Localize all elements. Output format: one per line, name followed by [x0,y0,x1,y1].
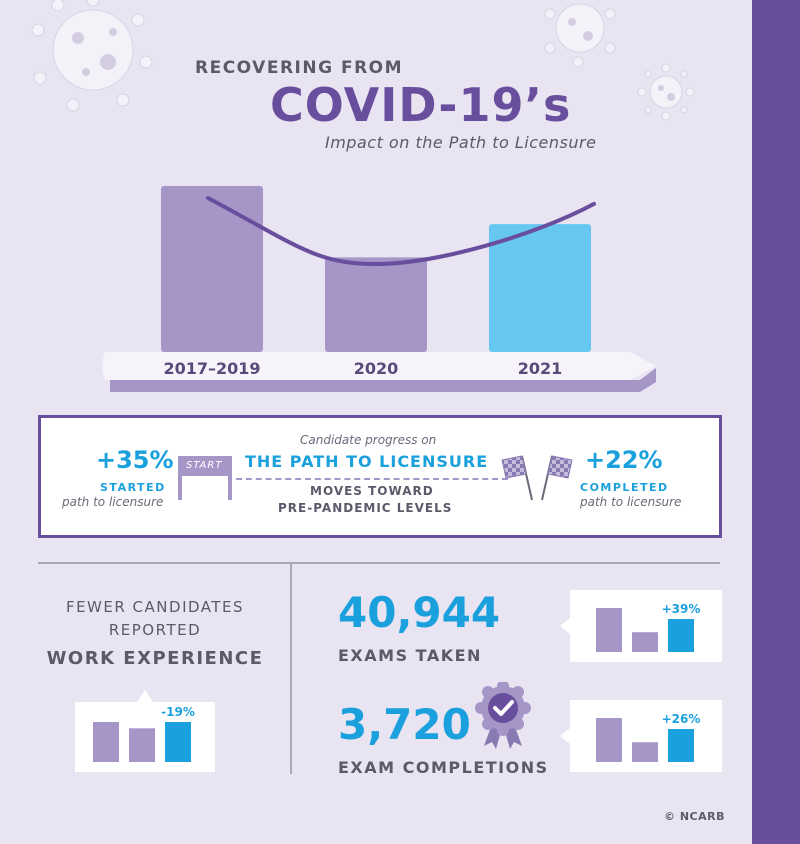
started-label: STARTED [100,481,166,494]
start-sign-label: START [186,460,223,471]
trend-line [206,196,596,267]
exam-completions-value: 3,720 [338,700,471,749]
moves-line-1: MOVES TOWARD [310,484,434,498]
copyright: © NCARB [664,810,725,823]
exam-completions-mini-chart: +26% [560,700,722,772]
moves-line-2: PRE-PANDEMIC LEVELS [278,501,453,515]
bar-1 [325,257,427,352]
progress-headline: THE PATH TO LICENSURE [245,452,489,471]
main-title: COVID-19’s [270,78,572,132]
mini-bar-0 [596,718,622,762]
virus-icon [637,63,695,121]
mini-bar-1 [129,728,155,762]
progress-intro: Candidate progress on [300,433,437,447]
tick-label-0: 2017–2019 [163,359,260,378]
started-percent: +35% [96,446,174,474]
work-line-3: WORK EXPERIENCE [46,648,264,669]
tick-label-1: 2020 [354,359,399,378]
bar-0 [161,186,263,352]
work-line-2: REPORTED [108,621,202,639]
mini-bar-1 [632,742,658,762]
started-sub: path to licensure [62,495,164,509]
exams-taken-mini-chart: +39% [560,590,722,662]
mini-bar-0 [596,608,622,652]
mini-annotation: -19% [161,705,195,719]
mini-annotation: +26% [662,712,701,726]
side-stripe [752,0,800,844]
virus-icon [544,3,616,68]
progress-panel [38,415,722,538]
start-gate-icon [178,456,232,500]
virus-icon [31,0,153,112]
completed-sub: path to licensure [580,495,682,509]
work-line-1: FEWER CANDIDATES [65,598,245,616]
dashed-path [236,478,508,480]
mini-bar-2 [668,729,694,762]
checkered-flags-icon [501,455,573,501]
completed-percent: +22% [585,446,663,474]
award-badge-icon [475,682,531,749]
mini-annotation: +39% [662,602,701,616]
mini-bar-2 [165,722,191,762]
axis-ribbon [102,352,656,392]
subtitle: Impact on the Path to Licensure [325,133,597,152]
main-bar-chart: 2017–2019 2020 2021 [102,186,656,392]
mini-bar-1 [632,632,658,652]
kicker-title: RECOVERING FROM [195,58,404,78]
exams-taken-value: 40,944 [338,588,501,637]
bar-2 [489,224,591,352]
completed-label: COMPLETED [580,481,669,494]
mini-bar-2 [668,619,694,652]
vertical-divider [290,564,292,774]
tick-label-2: 2021 [518,359,563,378]
work-mini-chart: -19% [75,690,215,772]
mini-bar-0 [93,722,119,762]
exam-completions-label: EXAM COMPLETIONS [338,758,549,777]
horizontal-divider [38,562,720,564]
exams-taken-label: EXAMS TAKEN [338,646,482,665]
